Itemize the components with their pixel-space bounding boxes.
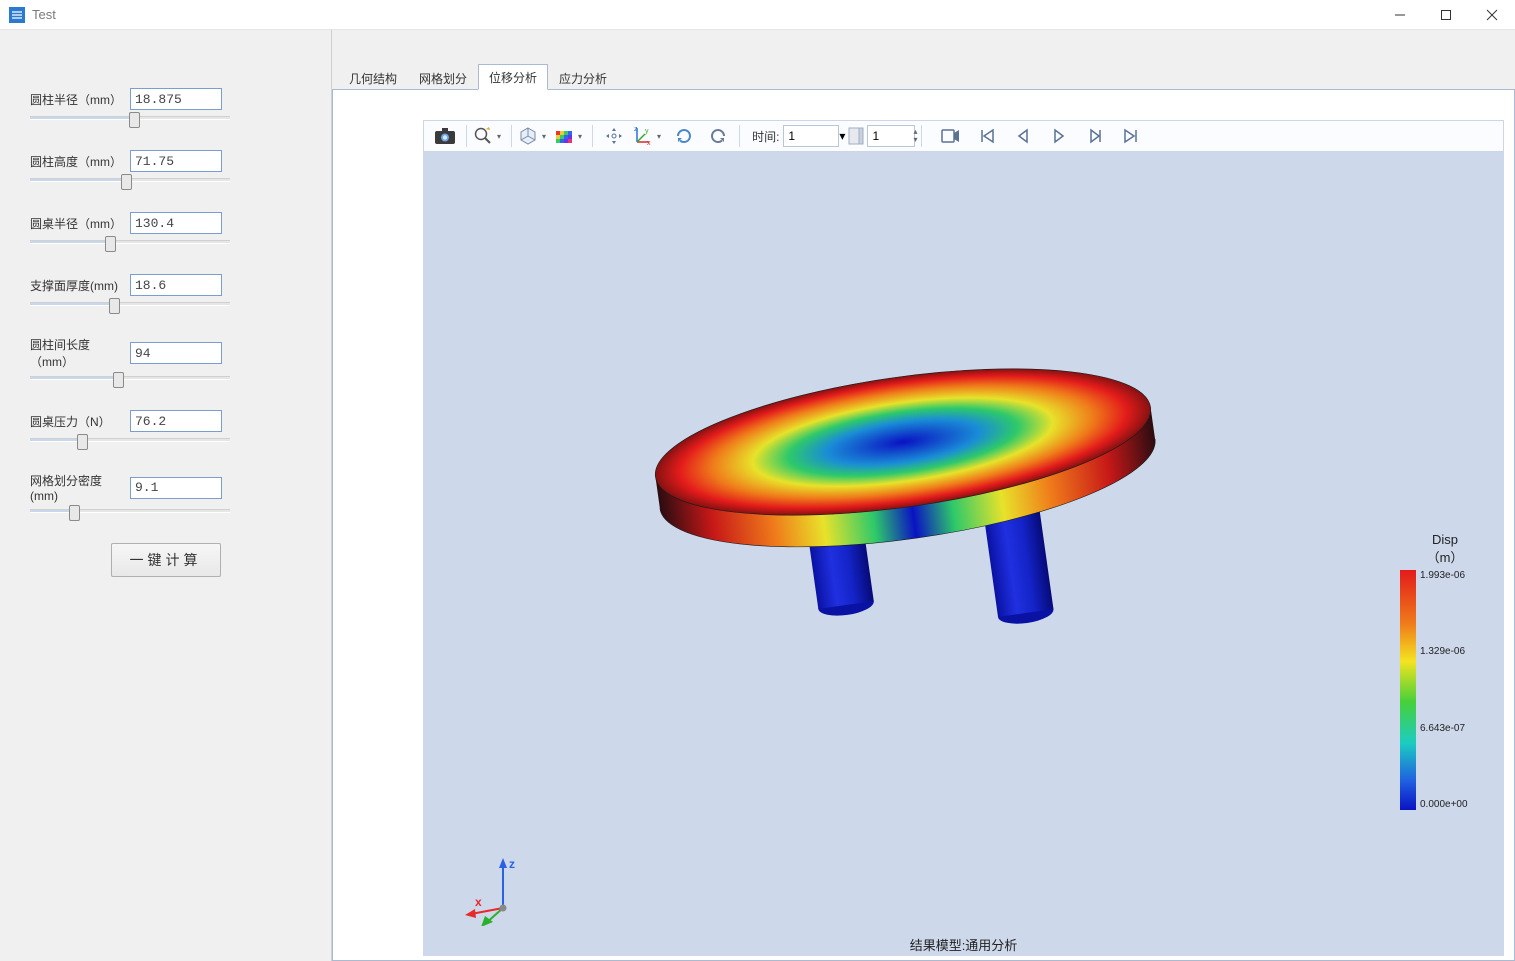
cube-view-button[interactable]: ▾ [518,123,550,149]
tab[interactable]: 位移分析 [478,64,548,90]
legend-tick: 0.000e+00 [1420,799,1468,810]
param-input[interactable] [130,88,222,110]
param-slider[interactable] [30,376,230,380]
svg-text:x: x [647,140,651,146]
spinner-down[interactable]: ▾ [913,136,917,144]
svg-text:z: z [509,857,515,871]
param-label: 网格划分密度(mm) [30,472,124,503]
legend-title: Disp [1400,532,1490,547]
legend-tick: 1.329e-06 [1420,646,1468,657]
calculate-button[interactable]: 一键计算 [111,543,221,577]
frame-spinner[interactable] [867,125,915,147]
next-frame-button[interactable] [1080,123,1110,149]
param-input[interactable] [130,150,222,172]
window-minimize-button[interactable] [1377,0,1423,29]
param-label: 支撑面厚度(mm) [30,277,124,294]
param-slider[interactable] [30,178,230,182]
app-icon [8,6,26,24]
zoom-button[interactable]: ▾ [473,123,505,149]
param-label: 圆桌半径（mm） [30,215,124,232]
param-slider[interactable] [30,302,230,306]
param-row: 支撑面厚度(mm) [30,274,301,306]
param-input[interactable] [130,477,222,499]
param-label: 圆桌压力（N） [30,413,124,430]
content-pane: 几何结构网格划分位移分析应力分析 ▾ ▾ [332,30,1515,961]
refresh-button[interactable] [669,123,699,149]
svg-text:y: y [645,128,649,135]
visualization-panel: ▾ ▾ ▾ [332,90,1515,961]
param-label: 圆柱间长度（mm） [30,336,124,370]
param-row: 圆柱半径（mm） [30,88,301,120]
tab[interactable]: 几何结构 [338,65,408,90]
record-button[interactable] [936,123,966,149]
time-input[interactable] [783,125,839,147]
param-row: 圆桌压力（N） [30,410,301,442]
param-label: 圆柱半径（mm） [30,91,124,108]
tab[interactable]: 网格划分 [408,65,478,90]
screenshot-button[interactable] [430,123,460,149]
param-input[interactable] [130,410,222,432]
model-render [623,322,1183,642]
param-input[interactable] [130,342,222,364]
window-maximize-button[interactable] [1423,0,1469,29]
time-dropdown-arrow[interactable]: ▾ [839,129,845,143]
scrub-handle-icon[interactable] [847,125,865,147]
svg-text:z: z [634,126,638,133]
axis-gizmo: z x [463,856,543,926]
time-label: 时间: [752,128,779,145]
window-close-button[interactable] [1469,0,1515,29]
window-titlebar: Test [0,0,1515,30]
legend-colorbar [1400,570,1416,810]
param-row: 圆柱高度（mm） [30,150,301,182]
legend-unit: （m） [1400,547,1490,566]
param-input[interactable] [130,212,222,234]
result-label: 结果模型:通用分析 [910,935,1018,954]
first-frame-button[interactable] [972,123,1002,149]
prev-frame-button[interactable] [1008,123,1038,149]
param-label: 圆柱高度（mm） [30,153,124,170]
legend-tick: 1.993e-06 [1420,570,1468,581]
pan-button[interactable] [599,123,629,149]
play-button[interactable] [1044,123,1074,149]
axis-button[interactable]: zxy ▾ [633,123,665,149]
last-frame-button[interactable] [1116,123,1146,149]
viz-toolbar: ▾ ▾ ▾ [423,120,1504,152]
param-row: 圆桌半径（mm） [30,212,301,244]
colormap-button[interactable]: ▾ [554,123,586,149]
param-row: 圆柱间长度（mm） [30,336,301,380]
param-slider[interactable] [30,509,230,513]
param-slider[interactable] [30,438,230,442]
window-title: Test [32,7,56,22]
tab-bar: 几何结构网格划分位移分析应力分析 [332,66,1515,90]
param-slider[interactable] [30,116,230,120]
parameter-sidebar: 圆柱半径（mm） 圆柱高度（mm） 圆桌半径（mm） 支撑面厚度(mm) 圆柱间长度（m… [0,30,332,961]
param-row: 网格划分密度(mm) [30,472,301,513]
legend-tick: 6.643e-07 [1420,723,1468,734]
viz-canvas[interactable]: z x Disp （m） 1.993e-06 1.329e-06 6.643e-07… [423,152,1504,956]
param-input[interactable] [130,274,222,296]
reset-button[interactable] [703,123,733,149]
tab[interactable]: 应力分析 [548,65,618,90]
color-legend: Disp （m） 1.993e-06 1.329e-06 6.643e-07 0.00… [1400,532,1490,810]
svg-text:x: x [475,895,482,909]
param-slider[interactable] [30,240,230,244]
